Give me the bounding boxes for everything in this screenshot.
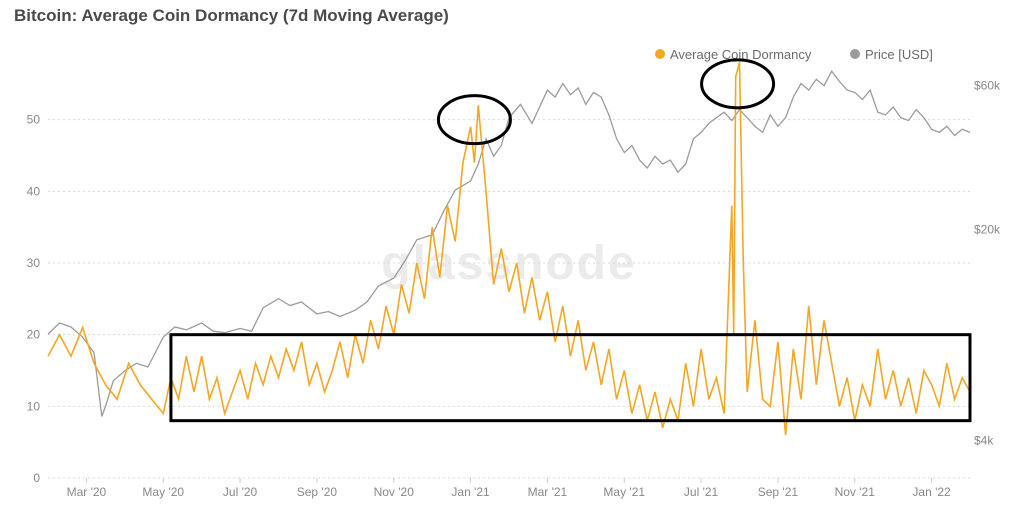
y-left-tick: 0 — [33, 471, 40, 485]
x-tick: Jan '21 — [451, 485, 490, 499]
x-tick: May '21 — [603, 485, 645, 499]
y-left-tick: 30 — [27, 256, 41, 270]
chart-container: glassnode01020304050$4k$20k$60kMar '20Ma… — [14, 34, 1010, 512]
x-tick: Mar '20 — [67, 485, 107, 499]
legend-label-price: Price [USD] — [865, 47, 933, 62]
x-tick: Sep '21 — [758, 485, 799, 499]
y-left-tick: 20 — [27, 328, 41, 342]
x-tick: Sep '20 — [297, 485, 338, 499]
y-right-tick: $20k — [974, 223, 1001, 237]
legend-dot-price — [850, 49, 860, 59]
chart-svg: glassnode01020304050$4k$20k$60kMar '20Ma… — [14, 34, 1010, 512]
y-right-tick: $60k — [974, 79, 1001, 93]
chart-title: Bitcoin: Average Coin Dormancy (7d Movin… — [14, 6, 449, 26]
x-tick: May '20 — [142, 485, 184, 499]
y-left-tick: 10 — [27, 399, 41, 413]
legend-dot-dormancy — [655, 49, 665, 59]
y-right-tick: $4k — [974, 433, 994, 447]
x-tick: Jan '22 — [912, 485, 951, 499]
y-left-tick: 40 — [27, 184, 41, 198]
x-tick: Jul '21 — [684, 485, 719, 499]
x-tick: Mar '21 — [528, 485, 568, 499]
x-tick: Jul '20 — [223, 485, 258, 499]
x-tick: Nov '21 — [835, 485, 876, 499]
y-left-tick: 50 — [27, 113, 41, 127]
x-tick: Nov '20 — [374, 485, 415, 499]
annotation-box — [171, 335, 970, 421]
